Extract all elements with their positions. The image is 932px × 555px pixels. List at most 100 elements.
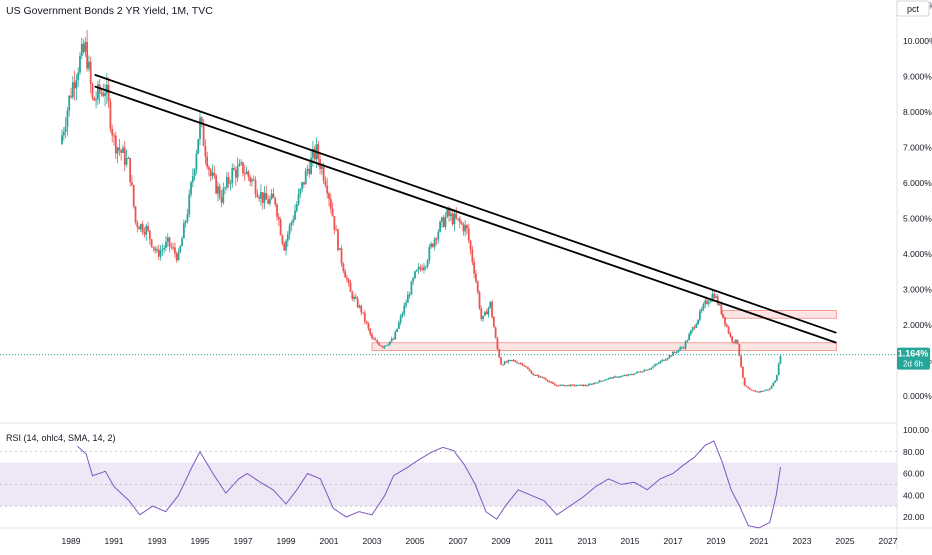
candle-body	[166, 237, 169, 242]
candle-body	[394, 331, 397, 340]
candle-body	[102, 92, 105, 96]
candle-body	[401, 313, 404, 317]
candle-body	[181, 238, 183, 246]
candle-body	[709, 300, 712, 303]
candle-body	[188, 194, 191, 215]
candle-body	[539, 376, 542, 378]
rsi-scale-label: 20.00	[903, 512, 925, 522]
candle-body	[213, 172, 216, 176]
candle-body	[208, 167, 210, 170]
candle-body	[595, 382, 597, 384]
candle-body	[672, 351, 674, 356]
time-axis-label: 2009	[492, 536, 511, 546]
unit-badge-box[interactable]	[896, 0, 930, 17]
candle-body	[179, 245, 182, 253]
candle-body	[446, 208, 449, 217]
candle-body	[681, 347, 683, 349]
candle-body	[621, 375, 624, 377]
candle-body	[492, 316, 495, 328]
candle-body	[286, 234, 289, 241]
last-price-box	[897, 347, 930, 370]
rsi-line[interactable]	[77, 440, 781, 529]
candle-body	[598, 380, 601, 383]
candle-body	[175, 253, 178, 261]
candle-body	[229, 183, 232, 185]
candle-body	[421, 268, 424, 271]
candle-body	[159, 250, 162, 257]
candle-body	[697, 319, 699, 325]
candle-body	[143, 232, 146, 235]
trendline[interactable]	[94, 73, 837, 334]
candle-body	[573, 384, 576, 386]
price-scale-label: 10.000%	[903, 36, 932, 46]
candle-body	[277, 216, 280, 220]
candle-body	[659, 361, 662, 363]
candle-body	[650, 367, 653, 369]
candle-body	[740, 355, 742, 367]
candle-body	[161, 249, 164, 251]
time-axis-label: 2013	[578, 536, 597, 546]
candle-body	[163, 247, 166, 250]
candle-body	[272, 193, 275, 198]
price-scale-label: 2.000%	[903, 320, 932, 330]
candle-body	[265, 193, 268, 200]
resistance-zone[interactable]	[371, 342, 837, 351]
candle-body	[71, 82, 74, 98]
price-series[interactable]	[61, 29, 782, 394]
candle-body	[632, 374, 635, 376]
candle-body	[668, 355, 671, 359]
candle-body	[303, 182, 305, 185]
candle-body	[138, 226, 140, 230]
candle-body	[652, 366, 655, 368]
candle-body	[322, 166, 325, 181]
price-scale-label: 7.000%	[903, 143, 932, 153]
candle-body	[453, 213, 456, 225]
candle-body	[738, 344, 741, 356]
candle-body	[734, 339, 737, 343]
rsi-series[interactable]	[0, 440, 897, 529]
trendline[interactable]	[94, 85, 837, 344]
time-axis-label: 1993	[148, 536, 167, 546]
time-axis-label: 2015	[621, 536, 640, 546]
candle-body	[245, 171, 248, 174]
candle-body	[571, 384, 574, 386]
candle-body	[295, 204, 298, 211]
candle-body	[342, 263, 345, 271]
candle-body	[440, 217, 443, 222]
candle-body	[96, 84, 99, 100]
candle-body	[363, 312, 366, 322]
candle-body	[380, 345, 382, 347]
candle-body	[349, 282, 352, 292]
candle-body	[698, 311, 701, 320]
candle-body	[331, 208, 334, 217]
candle-body	[107, 84, 110, 102]
candle-body	[449, 213, 452, 216]
candle-body	[415, 269, 418, 272]
candle-body	[691, 327, 694, 331]
trendlines[interactable]	[94, 73, 837, 344]
candle-body	[410, 281, 413, 295]
candle-body	[645, 369, 648, 371]
candle-body	[268, 198, 271, 204]
resistance-zone[interactable]	[722, 310, 837, 319]
candle-body	[530, 370, 533, 374]
candle-body	[220, 197, 223, 203]
time-axis-label: 1995	[191, 536, 210, 546]
candle-body	[611, 377, 613, 379]
candle-body	[217, 186, 219, 194]
candle-body	[690, 330, 692, 335]
candle-body	[152, 246, 155, 249]
candle-body	[254, 180, 257, 195]
candle-body	[772, 382, 775, 387]
candle-body	[451, 213, 454, 225]
candle-body	[589, 383, 592, 385]
unit-badge[interactable]: pct	[907, 4, 920, 14]
candle-body	[406, 294, 409, 303]
candle-body	[365, 321, 368, 324]
candle-body	[596, 382, 599, 384]
candle-body	[457, 218, 459, 220]
candle-body	[408, 294, 411, 296]
candle-body	[308, 168, 311, 175]
candle-body	[729, 333, 732, 337]
candle-body	[383, 345, 386, 348]
